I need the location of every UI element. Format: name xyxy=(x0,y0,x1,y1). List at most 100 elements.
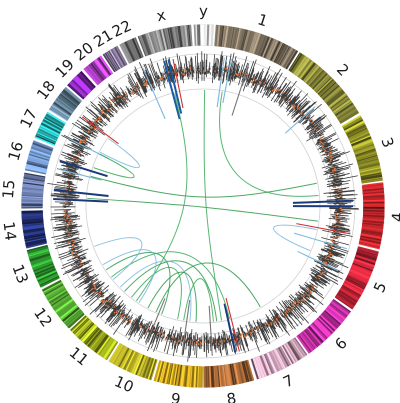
histogram-bar-14 xyxy=(61,220,74,223)
chromosome-22-band xyxy=(126,40,138,61)
chromosome-4-band xyxy=(361,227,383,232)
histogram-bar-3 xyxy=(315,132,337,144)
chromosome-7-band xyxy=(276,348,287,368)
histogram-bar-5 xyxy=(321,249,344,259)
histogram-bar-6 xyxy=(294,306,297,309)
histogram-bar-x xyxy=(170,64,175,79)
histogram-bar-7 xyxy=(262,323,268,333)
chromosome-17-band xyxy=(39,124,60,136)
histogram-bar-12 xyxy=(80,268,84,271)
chromosome-2-band xyxy=(332,99,351,114)
chromosome-12-band xyxy=(44,283,64,296)
radial-mark-15 xyxy=(223,303,237,353)
link-4 xyxy=(203,90,223,321)
histogram-bar-10 xyxy=(125,317,137,337)
chromosome-18-band xyxy=(50,106,69,120)
histogram-bar-x xyxy=(154,77,157,82)
histogram-bar-7 xyxy=(251,324,258,340)
histogram-bar-10 xyxy=(155,326,162,343)
histogram-bar-2 xyxy=(273,83,288,103)
histogram-bar-x xyxy=(185,57,189,80)
chromosome-14-band xyxy=(24,233,46,240)
chromosome-2-band xyxy=(322,85,340,101)
histogram-bar-12 xyxy=(96,291,105,299)
histogram-bar-1 xyxy=(241,62,249,83)
histogram-bar-15 xyxy=(67,181,73,184)
chromosome-6-band xyxy=(332,299,351,314)
chromosome-x-band xyxy=(167,27,173,49)
chromosome-3-band xyxy=(347,127,368,138)
histogram-bar-10 xyxy=(143,327,147,334)
histogram-bar-5 xyxy=(314,282,319,286)
histogram-bar-15 xyxy=(59,192,76,195)
histogram-bar-5 xyxy=(321,270,324,273)
chromosome-6-band xyxy=(312,322,328,340)
histogram-bar-6 xyxy=(301,287,317,300)
histogram-bar-17 xyxy=(76,150,79,153)
histogram-bar-20 xyxy=(113,98,121,108)
chromosome-9-band xyxy=(182,365,187,387)
histogram-bar-2 xyxy=(292,97,308,114)
histogram-bar-18 xyxy=(79,116,105,136)
histogram-bar-18 xyxy=(71,122,97,139)
histogram-bar-11 xyxy=(99,294,117,313)
chromosome-13-band xyxy=(35,266,56,277)
histogram-bar-9 xyxy=(185,332,189,350)
histogram-bar-14 xyxy=(51,212,75,215)
histogram-bar-12 xyxy=(84,277,95,285)
chromosome-15-band xyxy=(22,183,44,188)
chromosome-15-band xyxy=(21,198,43,201)
histogram-bar-1 xyxy=(265,82,267,85)
histogram-bar-7 xyxy=(247,321,260,352)
chromosome-5-band xyxy=(353,261,374,271)
chromosome-3-band xyxy=(354,147,376,155)
histogram-bar-11 xyxy=(117,309,122,315)
histogram-bar-3 xyxy=(321,145,334,152)
histogram-bar-15 xyxy=(47,182,78,189)
chromosome-5-band xyxy=(346,277,366,289)
histogram-bar-12 xyxy=(82,286,103,303)
histogram-bar-13 xyxy=(70,260,82,267)
chromosome-x-band xyxy=(184,25,189,47)
chromosome-17-band xyxy=(45,113,65,127)
chromosome-18-band xyxy=(58,94,77,109)
histogram-bar-16 xyxy=(74,161,78,164)
histogram-bar-16 xyxy=(68,168,77,172)
histogram-bar-1 xyxy=(242,68,246,78)
chromosome-y-band xyxy=(208,24,212,46)
histogram-bar-6 xyxy=(293,299,302,307)
chromosome-2-band xyxy=(306,66,321,84)
link-7 xyxy=(155,262,261,313)
histogram-bar-2 xyxy=(309,119,313,123)
histogram-bar-21 xyxy=(129,90,132,93)
histogram-bar-15 xyxy=(50,194,76,198)
histogram-bar-x xyxy=(187,67,190,76)
histogram-bar-10 xyxy=(132,323,135,326)
chromosome-1-band xyxy=(245,31,254,52)
histogram-bar-6 xyxy=(285,308,291,315)
histogram-bar-2 xyxy=(281,94,287,100)
chromosome-5-band xyxy=(357,247,379,255)
link-6 xyxy=(93,153,135,179)
chromosome-12-band xyxy=(41,279,62,292)
chromosome-19-band xyxy=(75,75,92,93)
chromosome-3-band xyxy=(344,120,365,133)
histogram-bar-6 xyxy=(295,293,315,313)
chromosome-5-band xyxy=(354,256,376,266)
histogram-bar-1 xyxy=(239,69,243,79)
histogram-bar-3 xyxy=(321,148,338,156)
histogram-bar-6 xyxy=(289,299,304,315)
histogram-bar-2 xyxy=(278,88,289,102)
chromosome-4-band xyxy=(363,199,385,203)
histogram-bar-2 xyxy=(278,89,282,94)
histogram-bar-6 xyxy=(297,297,300,301)
histogram-bar-9 xyxy=(172,332,179,357)
histogram-bar-1 xyxy=(252,72,260,87)
histogram-bar-4 xyxy=(335,223,346,226)
histogram-bar-7 xyxy=(263,324,270,334)
chromosome-13-band xyxy=(29,253,51,262)
radial-mark-17 xyxy=(181,299,191,355)
chromosome-1-band xyxy=(234,28,240,49)
histogram-bar-5 xyxy=(328,254,332,257)
